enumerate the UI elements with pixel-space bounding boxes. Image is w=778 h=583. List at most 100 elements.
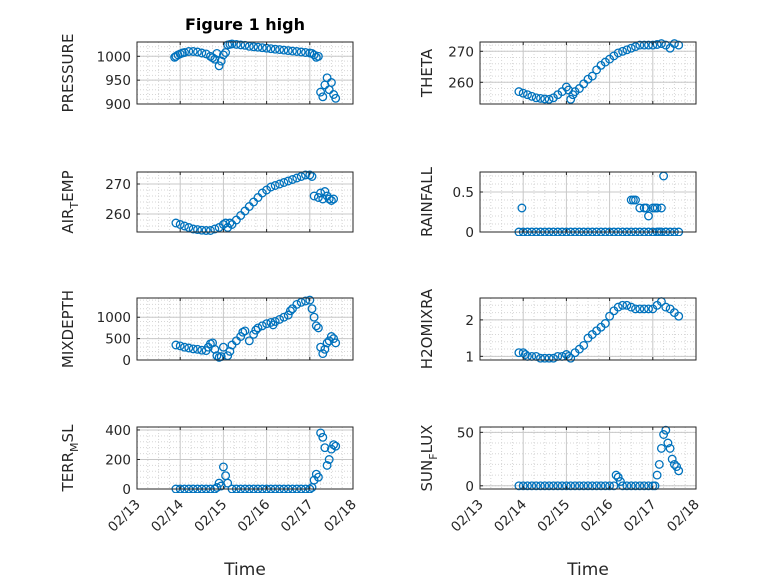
data-point <box>313 323 323 333</box>
x-tick-label: 02/16 <box>235 497 274 536</box>
data-point <box>548 93 558 103</box>
data-point <box>180 342 189 352</box>
y-tick-label: 1000 <box>97 49 131 65</box>
data-point <box>326 78 336 87</box>
data-point <box>275 179 285 189</box>
data-point <box>540 481 550 491</box>
data-point <box>587 481 597 491</box>
data-point <box>650 481 660 491</box>
data-point <box>531 93 541 103</box>
data-point <box>566 94 576 104</box>
axes-box <box>136 426 354 490</box>
y-axis-label: THETA <box>418 48 436 98</box>
data-point <box>253 323 263 333</box>
subplot-mixdepth: 0 500 1000 MIXDEPTH <box>59 290 354 369</box>
data-point <box>257 43 267 53</box>
data-point <box>648 40 658 50</box>
data-point <box>283 46 293 56</box>
y-tick-label: 2 <box>465 313 474 329</box>
subplot-h2omixra: 1 2 H2OMIXRA <box>418 288 697 369</box>
data-point <box>270 181 280 190</box>
data-point <box>631 304 640 314</box>
x-tick-label: 02/15 <box>534 497 573 536</box>
data-point <box>609 481 619 491</box>
data-point <box>517 203 527 213</box>
data-point <box>184 223 194 232</box>
data-point <box>244 336 254 346</box>
subplot-pressure: 900 950 1000 PRESSURE <box>59 34 354 113</box>
data-point <box>605 481 615 491</box>
y-tick-label: 500 <box>105 332 131 348</box>
data-point <box>514 348 524 358</box>
data-point <box>214 61 224 71</box>
axes-box <box>479 426 697 490</box>
data-point <box>313 51 323 61</box>
data-point <box>331 441 341 451</box>
y-tick-label: 900 <box>105 97 131 113</box>
data-point <box>331 93 341 103</box>
data-point <box>331 338 341 348</box>
data-point <box>305 295 315 305</box>
y-axis-label: AIRTEMP <box>59 170 81 233</box>
data-point <box>631 195 640 205</box>
axes-box <box>479 171 697 233</box>
x-tick-label: 02/13 <box>448 497 487 536</box>
data-point <box>613 472 623 482</box>
data-point <box>288 175 297 184</box>
data-point <box>531 481 541 491</box>
data-point <box>523 90 532 100</box>
data-point <box>311 321 321 331</box>
data-point <box>216 56 226 66</box>
data-series <box>514 425 684 491</box>
data-point <box>641 203 651 213</box>
data-point <box>266 182 276 192</box>
data-point <box>661 425 671 435</box>
y-axis-label: TERRMSL <box>59 424 81 493</box>
data-point <box>257 321 267 331</box>
y-axis-label: SUNFLUX <box>418 425 440 492</box>
data-point <box>201 226 211 235</box>
data-point <box>320 187 330 196</box>
x-axis-label: Time <box>223 560 266 580</box>
data-point <box>570 481 580 491</box>
data-point <box>197 48 207 58</box>
axes-box <box>136 41 354 105</box>
y-tick-label: 50 <box>457 425 474 441</box>
data-point <box>635 304 645 314</box>
data-point <box>618 46 628 56</box>
data-point <box>309 312 319 322</box>
data-point <box>227 39 237 49</box>
y-tick-label: 1000 <box>97 310 131 326</box>
data-point <box>654 459 664 469</box>
data-point <box>326 332 336 341</box>
data-point <box>305 170 315 180</box>
data-point <box>674 311 684 321</box>
data-point <box>296 172 306 181</box>
data-point <box>193 47 202 57</box>
data-point <box>622 300 632 310</box>
subplot-terr_msl: 0 200 400 02/13 02/14 02/15 02/16 02/17 02/18 Tim… <box>59 423 360 580</box>
axes-box <box>479 41 697 105</box>
data-point <box>514 87 524 97</box>
data-point <box>518 88 528 98</box>
data-point <box>561 481 571 491</box>
data-point <box>318 349 328 359</box>
data-point <box>324 194 334 204</box>
data-point <box>270 317 280 326</box>
data-point <box>622 45 632 55</box>
data-point <box>227 220 237 229</box>
y-axis-label: H2OMIXRA <box>418 288 436 369</box>
x-tick-label: 02/18 <box>664 497 703 536</box>
data-point <box>292 173 302 183</box>
data-point <box>579 481 589 491</box>
data-point <box>313 472 323 482</box>
data-point <box>320 443 330 453</box>
data-point <box>324 455 334 464</box>
data-point <box>175 341 185 351</box>
figure-title: Figure 1 high <box>185 15 305 34</box>
data-point <box>270 44 280 54</box>
data-point <box>635 203 645 213</box>
data-point <box>553 481 563 491</box>
data-point <box>218 342 228 352</box>
